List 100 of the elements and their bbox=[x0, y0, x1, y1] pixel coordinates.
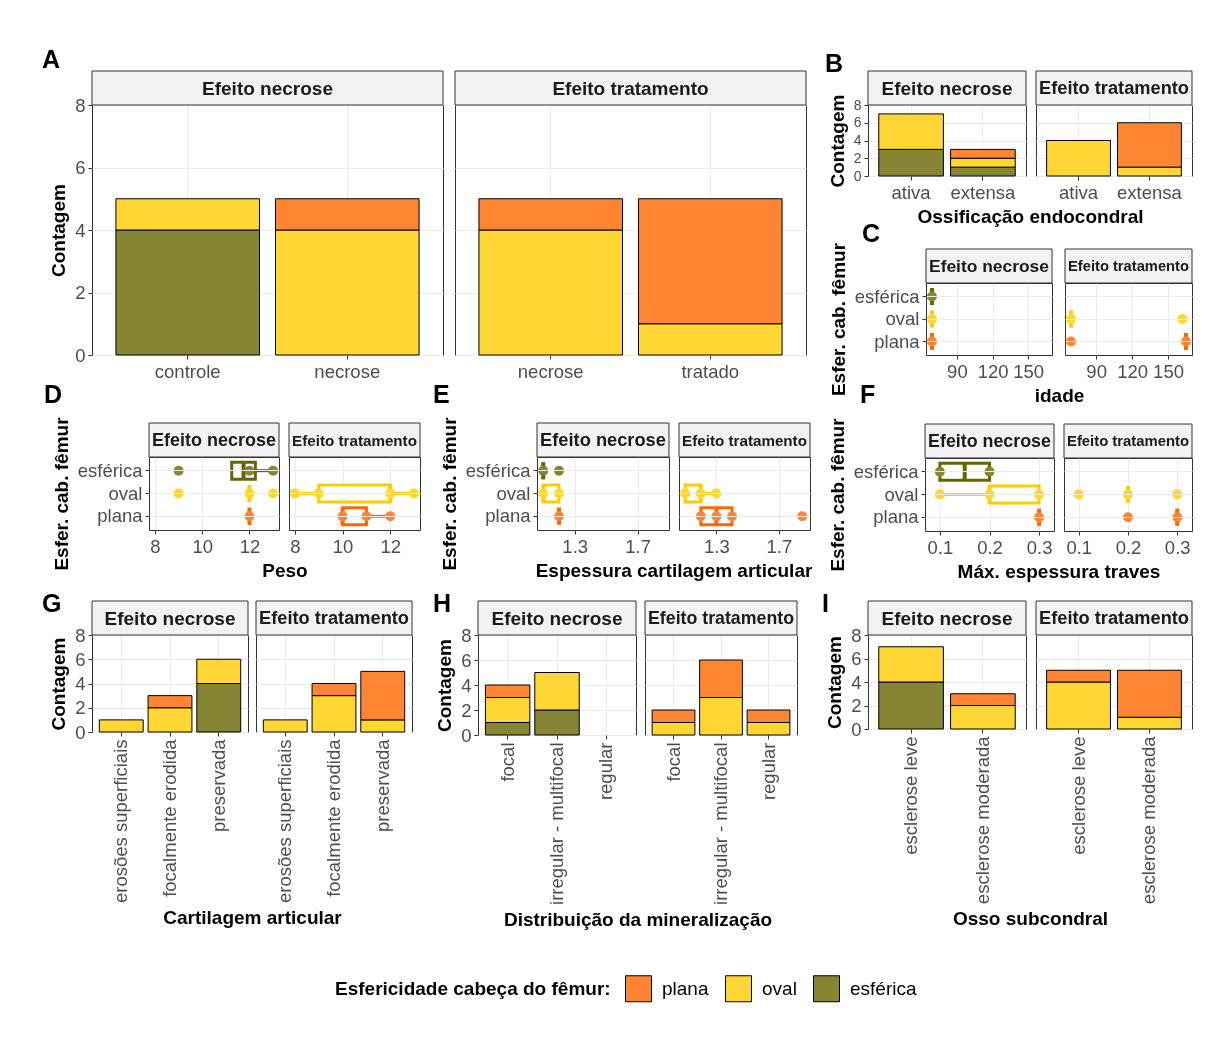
x-axis-title: Distribuição da mineralização bbox=[503, 908, 773, 930]
chart-title: Efeito tratamento bbox=[682, 432, 807, 449]
y-axis-title: Contagem bbox=[434, 639, 456, 732]
y-tick-label: oval bbox=[884, 483, 919, 505]
x-tick-label: esclerose leve bbox=[900, 736, 922, 855]
x-tick-label: regular bbox=[757, 742, 779, 801]
x-tick-label: 120 bbox=[977, 360, 1009, 382]
y-tick-label: oval bbox=[108, 482, 143, 504]
x-tick-label: focal bbox=[662, 742, 684, 782]
y-tick-label: 2 bbox=[75, 697, 86, 719]
x-tick-label: esclerose moderada bbox=[971, 735, 993, 905]
text: C bbox=[862, 219, 881, 247]
text: I bbox=[822, 589, 829, 617]
x-tick-label: 1.3 bbox=[704, 535, 730, 557]
x-tick-label: 10 bbox=[332, 535, 354, 557]
y-tick-label: 6 bbox=[75, 157, 86, 178]
x-tick-label: esclerose moderada bbox=[1138, 735, 1160, 905]
y-tick-label: 2 bbox=[853, 149, 862, 166]
x-axis-title: Cartilagem articular bbox=[163, 906, 343, 928]
x-tick-label: 12 bbox=[239, 535, 261, 557]
chart-title: Efeito tratamento bbox=[292, 432, 417, 449]
y-tick-label: 2 bbox=[851, 695, 862, 716]
y-tick-label: oval bbox=[496, 482, 531, 504]
chart-title: Efeito necrose bbox=[202, 78, 333, 99]
y-tick-label: 8 bbox=[75, 94, 86, 116]
y-tick-label: plana bbox=[873, 506, 920, 528]
legend-label: oval bbox=[762, 977, 797, 999]
y-tick-label: esférica bbox=[77, 459, 144, 481]
x-tick-label: 0.2 bbox=[977, 536, 1003, 558]
text: H bbox=[433, 589, 452, 617]
x-tick-label: preservada bbox=[207, 738, 229, 833]
y-tick-label: plana bbox=[97, 505, 144, 527]
x-tick-label: 0.1 bbox=[1066, 536, 1093, 558]
x-tick-label: irregular - multifocal bbox=[710, 742, 731, 905]
y-tick-label: 8 bbox=[461, 624, 472, 646]
x-tick-label: 0.3 bbox=[1026, 536, 1053, 558]
x-tick-label: ativa bbox=[1059, 181, 1099, 203]
x-tick-label: focalmente erodida bbox=[159, 738, 180, 897]
x-tick-label: preservada bbox=[371, 738, 393, 833]
x-tick-label: 1.7 bbox=[766, 535, 793, 557]
x-tick-label: 0.3 bbox=[1164, 536, 1191, 558]
x-axis-title: idade bbox=[1034, 385, 1085, 406]
y-tick-label: 6 bbox=[461, 649, 472, 671]
chart-title: Efeito tratamento bbox=[1039, 77, 1189, 98]
x-tick-label: 0.1 bbox=[927, 536, 954, 558]
x-tick-label: 10 bbox=[192, 535, 213, 557]
x-axis-title: Peso bbox=[262, 560, 308, 581]
y-tick-label: 0 bbox=[851, 718, 862, 740]
y-tick-label: 8 bbox=[75, 624, 86, 646]
y-tick-label: 4 bbox=[461, 674, 472, 696]
y-tick-label: 2 bbox=[75, 282, 86, 303]
x-tick-label: 90 bbox=[947, 360, 968, 382]
text: G bbox=[42, 589, 62, 617]
y-tick-label: 4 bbox=[851, 671, 862, 693]
chart-title: Efeito necrose bbox=[929, 256, 1050, 276]
x-tick-label: focalmente erodida bbox=[323, 738, 344, 897]
x-tick-label: 150 bbox=[1153, 360, 1184, 382]
x-tick-label: necrose bbox=[314, 360, 381, 382]
y-tick-label: plana bbox=[874, 330, 921, 352]
text: F bbox=[860, 380, 876, 408]
chart-title: Efeito necrose bbox=[540, 429, 666, 450]
x-axis-title: Osso subcondral bbox=[952, 908, 1109, 930]
x-tick-label: 1.3 bbox=[562, 535, 589, 557]
y-axis-title: Contagem bbox=[826, 94, 848, 188]
y-axis-title: Esfer. cab. fêmur bbox=[826, 417, 848, 572]
legend-title: Esfericidade cabeça do fêmur: bbox=[335, 978, 611, 999]
chart-title: Efeito necrose bbox=[152, 430, 276, 450]
y-axis-title: Esfer. cab. fêmur bbox=[827, 242, 849, 397]
y-tick-label: 8 bbox=[853, 96, 862, 113]
x-tick-label: erosões superficiais bbox=[274, 739, 296, 903]
x-tick-label: necrose bbox=[517, 360, 584, 382]
y-tick-label: 6 bbox=[853, 114, 862, 131]
y-tick-label: 0 bbox=[75, 721, 86, 743]
legend-label: plana bbox=[662, 977, 709, 999]
x-tick-label: 1.7 bbox=[625, 535, 651, 557]
x-tick-label: focal bbox=[496, 742, 518, 782]
x-tick-label: 8 bbox=[150, 535, 161, 557]
chart-title: Efeito necrose bbox=[881, 608, 1013, 629]
y-tick-label: 0 bbox=[853, 167, 862, 184]
bar bbox=[262, 719, 308, 733]
x-tick-label: 150 bbox=[1013, 360, 1045, 382]
x-tick-label: 8 bbox=[290, 535, 301, 557]
chart-title: Efeito tratamento bbox=[648, 608, 795, 628]
chart-title: Efeito tratamento bbox=[1039, 607, 1189, 628]
y-axis-title: Esfer. cab. fêmur bbox=[438, 416, 460, 571]
bar bbox=[98, 719, 144, 733]
y-axis-title: Contagem bbox=[48, 184, 70, 277]
text: D bbox=[44, 380, 63, 408]
y-tick-label: esférica bbox=[854, 285, 921, 307]
y-tick-label: 8 bbox=[851, 624, 862, 646]
x-tick-label: 12 bbox=[380, 535, 402, 557]
text: E bbox=[433, 380, 450, 408]
chart-title: Efeito tratamento bbox=[1067, 433, 1189, 449]
x-tick-label: extensa bbox=[1117, 181, 1183, 203]
y-axis-title: Esfer. cab. fêmur bbox=[50, 416, 72, 571]
x-tick-label: 90 bbox=[1086, 360, 1107, 382]
y-tick-label: 0 bbox=[461, 724, 472, 746]
x-tick-label: tratado bbox=[681, 360, 740, 382]
y-tick-label: 2 bbox=[461, 699, 472, 721]
x-tick-label: 120 bbox=[1117, 360, 1149, 382]
